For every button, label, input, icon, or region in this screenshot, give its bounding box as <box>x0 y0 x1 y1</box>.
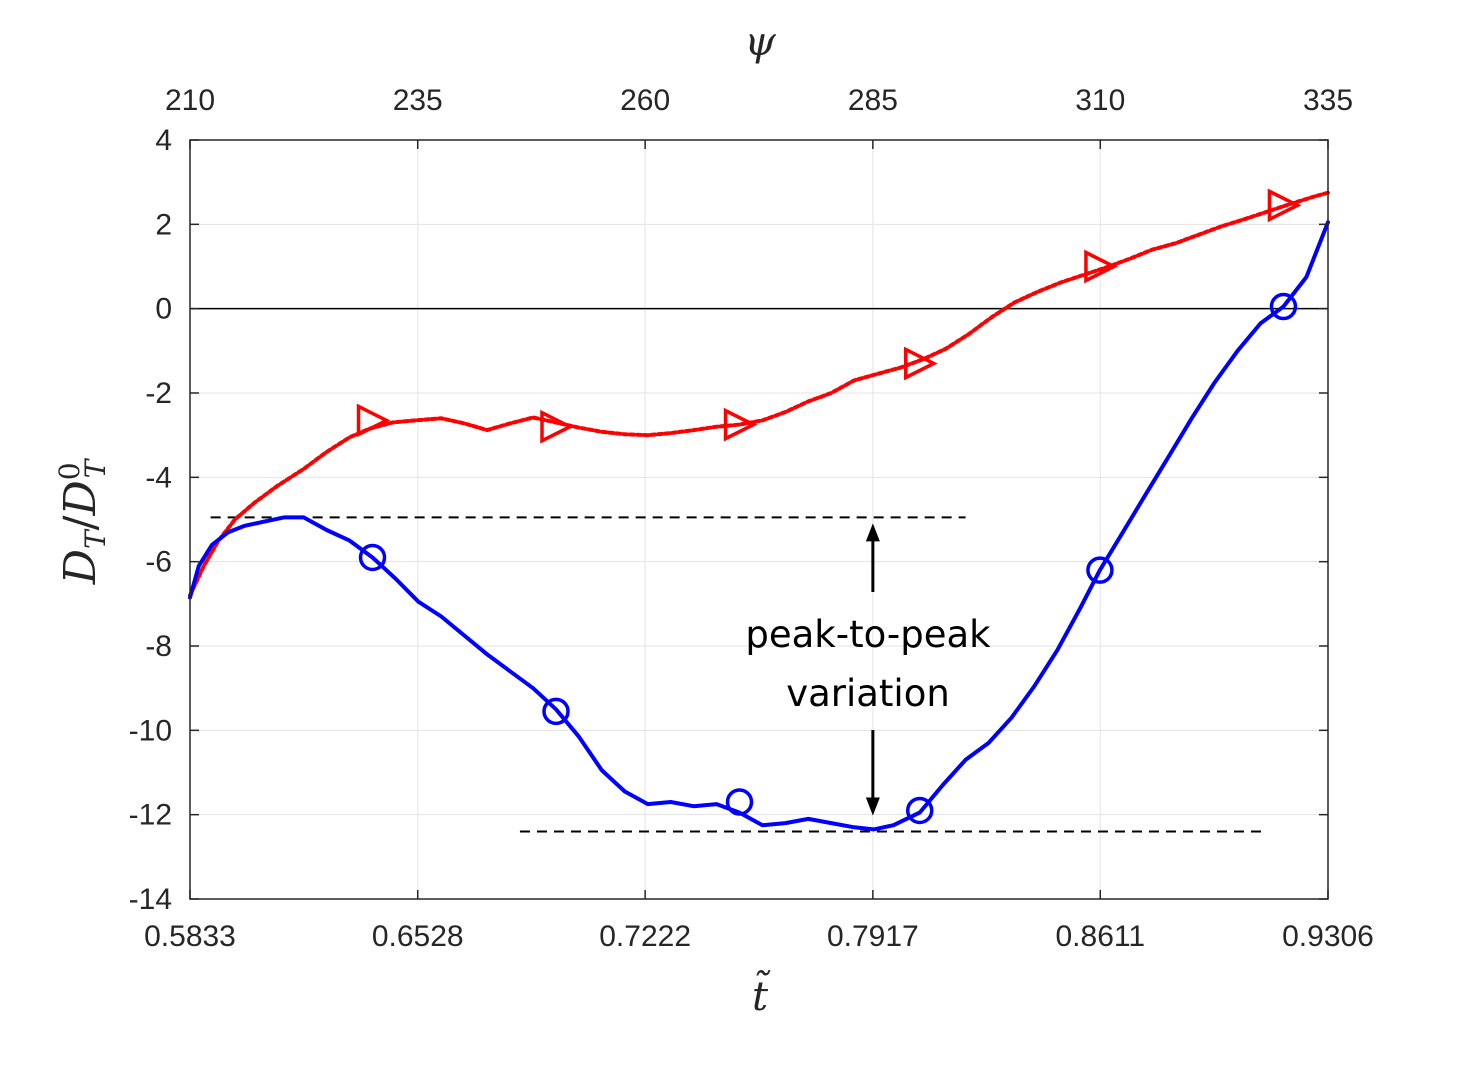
x-tick-label: 0.7917 <box>827 920 919 953</box>
series-0-marker <box>356 403 391 438</box>
x-tick-label: 0.9306 <box>1282 920 1374 953</box>
y-title-main: D <box>55 549 106 585</box>
series-1-marker <box>358 543 387 572</box>
y-title-sub: T <box>79 528 112 549</box>
annotation-line1: peak-to-peak <box>745 613 991 656</box>
y-tick-label: -4 <box>145 461 172 494</box>
y-tick-label: -6 <box>145 546 172 579</box>
plot-frame <box>189 139 1329 900</box>
plot-background <box>190 140 1328 899</box>
top-x-tick-label: 235 <box>393 84 443 117</box>
arrow-up-head <box>865 523 880 542</box>
y-title-sep: / <box>55 515 106 530</box>
y-title-sub2: T <box>79 457 112 478</box>
y-title-sup2: 0 <box>53 462 86 480</box>
y-tick-label: -10 <box>129 714 172 747</box>
y-tick-label: -14 <box>129 883 172 916</box>
y-tick-label: -12 <box>129 799 172 832</box>
x-tick-label: 0.6528 <box>372 920 464 953</box>
series-0-marker <box>903 346 938 381</box>
series-1-marker <box>1086 556 1114 584</box>
series-layer <box>188 188 1330 832</box>
series-0-marker <box>1084 249 1118 284</box>
top-x-tick-label: 210 <box>165 84 215 117</box>
y-axis-title: DT/D0T <box>53 457 112 585</box>
arrow-down-head <box>865 797 880 816</box>
y-tick-label: -8 <box>145 630 172 663</box>
top-x-tick-label: 260 <box>620 84 670 117</box>
x-tick-label: 0.8611 <box>1056 920 1146 953</box>
y-tick-label: 4 <box>155 124 172 157</box>
y-title-main2: D <box>55 480 106 516</box>
x-axis-title: t̃ <box>752 970 770 1020</box>
series-1-marker <box>542 697 570 726</box>
series-0-marker <box>1267 188 1302 223</box>
ticks: 0.5833 210 0.6528 235 0.7222 260 0.7917 285 0.86… <box>129 84 1374 953</box>
top-x-axis-title: ψ <box>744 19 776 65</box>
top-x-tick-label: 310 <box>1075 84 1125 117</box>
annotation-line2: variation <box>786 672 950 715</box>
series-1-marker <box>905 796 934 825</box>
x-tick-label: 0.7222 <box>599 920 691 953</box>
x-tick-label: 0.5833 <box>144 920 236 953</box>
peak-to-peak-guides <box>210 516 1268 833</box>
top-x-tick-label: 285 <box>848 84 898 117</box>
y-tick-label: -2 <box>145 377 172 410</box>
series-0-marker <box>723 407 758 442</box>
y-tick-label: 2 <box>155 208 172 241</box>
series-1-marker <box>1269 292 1298 321</box>
series-0-marker <box>540 409 574 444</box>
y-tick-label: 0 <box>155 293 172 326</box>
top-x-tick-label: 335 <box>1303 84 1353 117</box>
series-1-marker <box>725 788 754 816</box>
